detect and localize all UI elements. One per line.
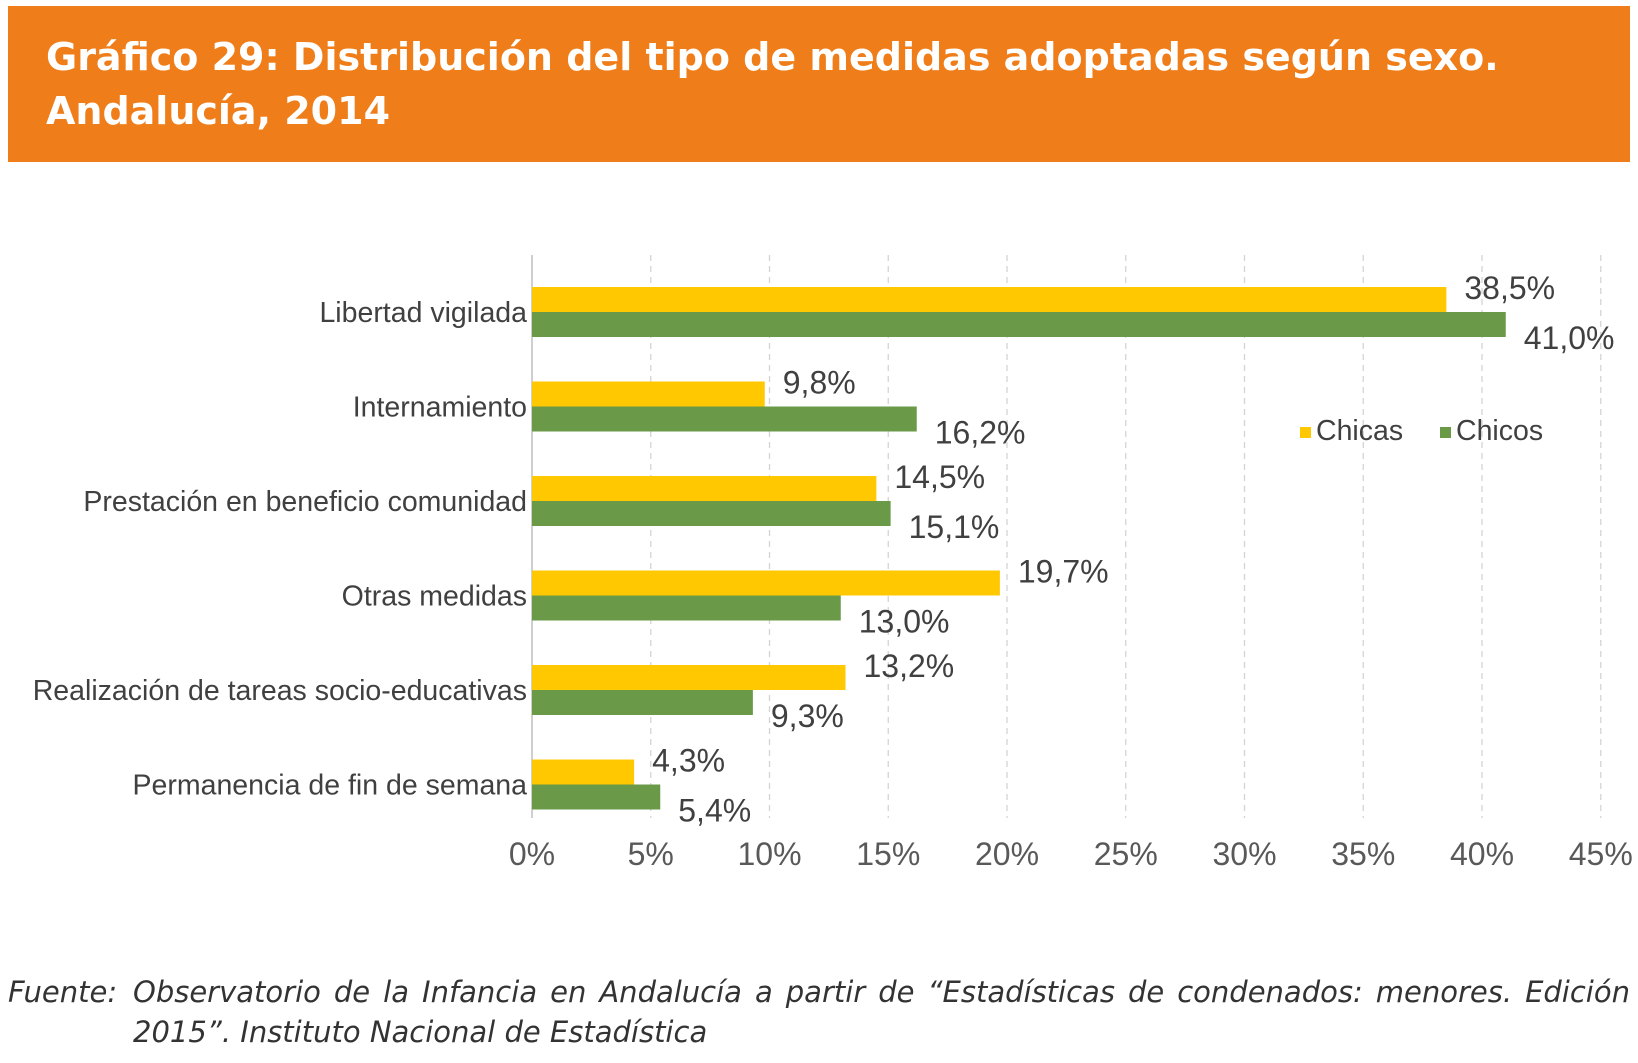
x-tick-label: 10% bbox=[737, 836, 801, 872]
bar bbox=[532, 784, 661, 810]
data-label: 13,0% bbox=[859, 604, 950, 640]
category-label: Permanencia de fin de semana bbox=[133, 770, 528, 802]
legend-swatch bbox=[1300, 427, 1311, 438]
bar bbox=[532, 595, 841, 621]
category-label: Internamiento bbox=[353, 392, 527, 424]
category-label: Otras medidas bbox=[342, 581, 527, 613]
data-label: 19,7% bbox=[1018, 554, 1109, 590]
data-label: 9,8% bbox=[783, 365, 856, 401]
legend-swatch bbox=[1440, 427, 1451, 438]
data-label: 5,4% bbox=[678, 793, 751, 829]
bar-chart: 0% 5% 10% 15% 20% 25% 30% 35% 40% 45% Libertad vig… bbox=[33, 255, 1633, 872]
data-label: 13,2% bbox=[864, 648, 955, 684]
x-tick-label: 25% bbox=[1094, 836, 1158, 872]
bar bbox=[532, 476, 877, 501]
data-label: 16,2% bbox=[935, 415, 1026, 451]
category-label: Realización de tareas socio-educativas bbox=[33, 675, 527, 707]
x-tick-label: 45% bbox=[1569, 836, 1633, 872]
x-tick-label: 5% bbox=[628, 836, 674, 872]
x-tick-label: 35% bbox=[1331, 836, 1395, 872]
x-tick-label: 20% bbox=[975, 836, 1039, 872]
bar bbox=[532, 759, 635, 785]
bar bbox=[532, 665, 846, 690]
data-label: 41,0% bbox=[1524, 320, 1615, 356]
bar bbox=[532, 570, 1000, 596]
source-label: Fuente: bbox=[8, 975, 118, 1009]
bar bbox=[532, 381, 765, 407]
data-label: 38,5% bbox=[1464, 270, 1555, 306]
legend-label: Chicas bbox=[1316, 415, 1403, 447]
bar bbox=[532, 501, 891, 526]
source-text: Observatorio de la Infancia en Andalucía… bbox=[133, 975, 1630, 1049]
x-tick-label: 15% bbox=[856, 836, 920, 872]
category-label: Prestación en beneficio comunidad bbox=[83, 486, 527, 518]
bar bbox=[532, 690, 753, 715]
data-label: 15,1% bbox=[909, 509, 1000, 545]
x-tick-label: 30% bbox=[1212, 836, 1276, 872]
data-label: 9,3% bbox=[771, 698, 844, 734]
x-tick-label: 40% bbox=[1450, 836, 1514, 872]
chart-title-banner: Gráfico 29: Distribución del tipo de med… bbox=[8, 6, 1630, 162]
x-tick-label: 0% bbox=[509, 836, 555, 872]
bar bbox=[532, 287, 1447, 312]
data-label: 4,3% bbox=[652, 743, 725, 779]
chart-title-line-2: Andalucía, 2014 bbox=[46, 89, 391, 133]
bar bbox=[532, 406, 917, 432]
data-label: 14,5% bbox=[894, 459, 985, 495]
chart-title-line-1: Gráfico 29: Distribución del tipo de med… bbox=[46, 35, 1499, 79]
legend-label: Chicos bbox=[1456, 415, 1543, 447]
category-label: Libertad vigilada bbox=[319, 297, 527, 329]
bar bbox=[532, 312, 1506, 337]
